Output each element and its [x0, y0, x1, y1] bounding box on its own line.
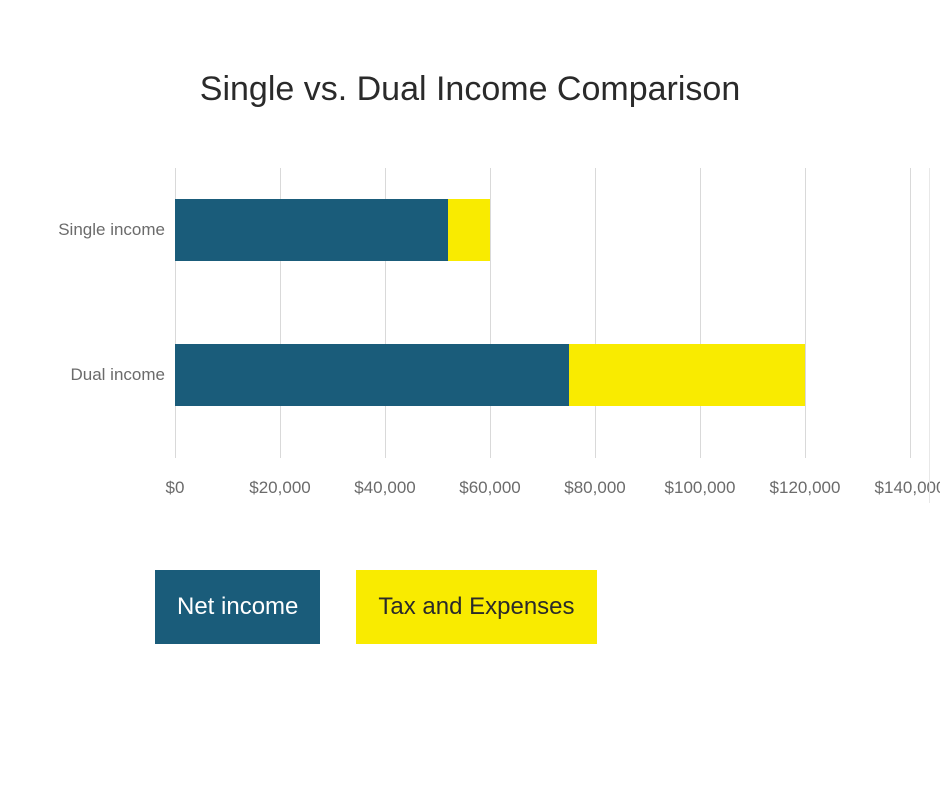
x-axis-tick-label: $0 — [166, 478, 185, 498]
bar-segment-tax_expenses — [448, 199, 490, 261]
x-axis-tick-label: $20,000 — [249, 478, 310, 498]
legend-item-net_income: Net income — [155, 570, 320, 644]
x-axis-tick-label: $40,000 — [354, 478, 415, 498]
bar-segment-net_income — [175, 344, 569, 406]
x-axis-tick-label: $100,000 — [665, 478, 736, 498]
x-axis-tick-label: $80,000 — [564, 478, 625, 498]
gridline — [490, 168, 491, 458]
gridline — [910, 168, 911, 458]
bar-row — [175, 344, 805, 406]
y-axis-category-label: Dual income — [71, 365, 166, 385]
chart-plot-area: $0$20,000$40,000$60,000$80,000$100,000$1… — [175, 168, 910, 503]
right-border-line — [929, 168, 930, 503]
gridline — [805, 168, 806, 458]
gridline — [595, 168, 596, 458]
x-axis-tick-label: $140,000 — [875, 478, 940, 498]
legend-item-tax_expenses: Tax and Expenses — [356, 570, 596, 644]
bar-segment-net_income — [175, 199, 448, 261]
bar-segment-tax_expenses — [569, 344, 805, 406]
bar-row — [175, 199, 490, 261]
y-axis-category-label: Single income — [58, 220, 165, 240]
legend: Net income Tax and Expenses — [155, 570, 597, 644]
x-axis-tick-label: $60,000 — [459, 478, 520, 498]
gridline — [700, 168, 701, 458]
x-axis-tick-label: $120,000 — [770, 478, 841, 498]
plot-region — [175, 168, 910, 458]
chart-title: Single vs. Dual Income Comparison — [0, 0, 940, 109]
